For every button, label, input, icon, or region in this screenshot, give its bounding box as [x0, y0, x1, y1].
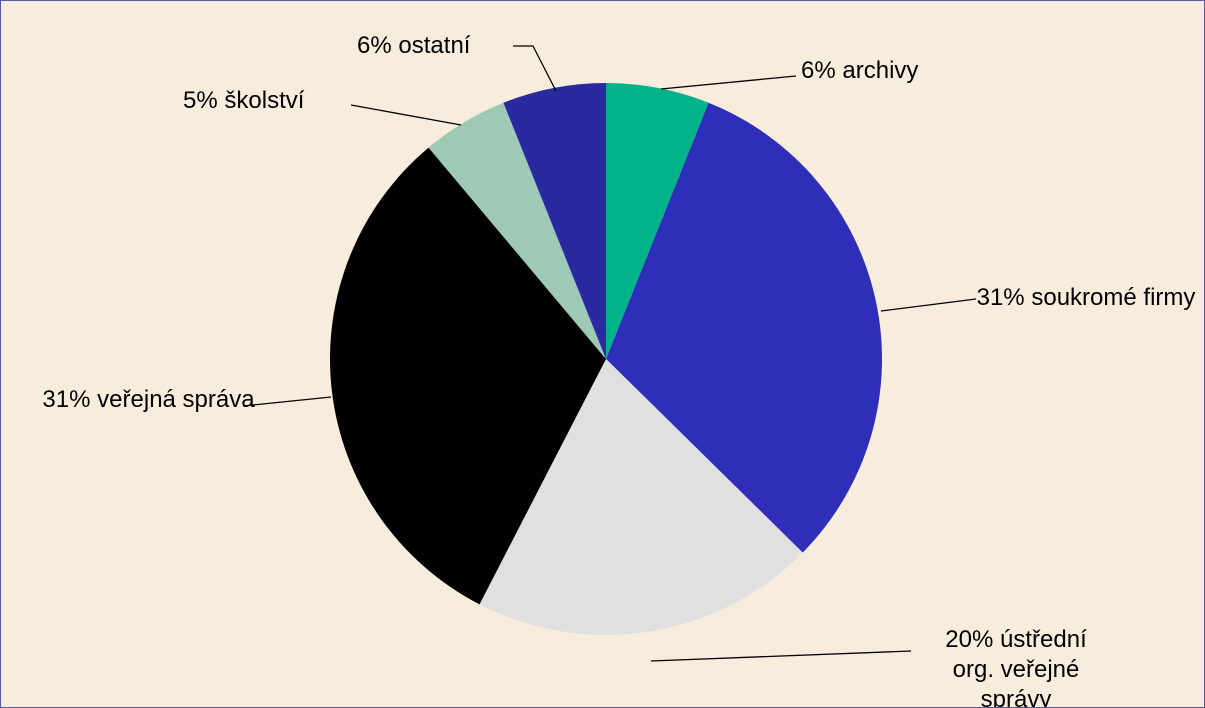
slice-label: 6% ostatní [357, 30, 470, 61]
slice-label: 6% archivy [801, 55, 918, 86]
value-label: 5% [183, 87, 218, 114]
slice-label: 5% školství [183, 85, 304, 116]
leader-line [513, 45, 557, 92]
pie-slice [606, 83, 709, 359]
pie-slice [503, 83, 606, 359]
value-label: 31% [976, 284, 1025, 311]
value-label: 6% [801, 57, 836, 84]
leader-line [350, 104, 462, 126]
pie-slice [428, 102, 606, 359]
value-label: 31% [42, 386, 91, 413]
leader-line [242, 396, 332, 407]
category-label: veřejná správa [97, 386, 255, 413]
pie-slice [479, 359, 803, 635]
leader-line [660, 75, 797, 90]
value-label: 6% [357, 32, 392, 59]
value-label: 20% [945, 626, 994, 653]
slice-label: 31% soukromé firmy [971, 282, 1201, 313]
category-label: školství [224, 87, 305, 114]
leader-line [650, 650, 912, 662]
leader-line [880, 298, 977, 312]
category-label: archivy [842, 57, 919, 84]
category-label: ostatní [398, 32, 471, 59]
slice-label: 20% ústřední org. veřejné správy [926, 625, 1106, 708]
pie-slice [329, 147, 606, 605]
slices [329, 83, 882, 635]
category-label: ústřední org. veřejné správy [952, 626, 1087, 708]
category-label: soukromé firmy [1031, 284, 1196, 311]
pie-slice [606, 102, 882, 553]
slice-label: 31% veřejná správa [41, 380, 256, 420]
